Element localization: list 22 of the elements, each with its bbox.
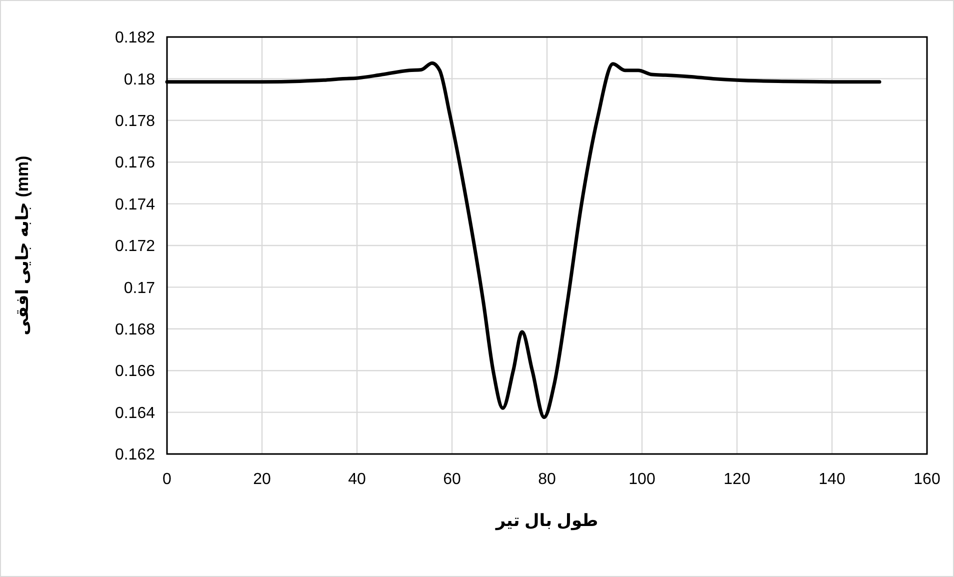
x-tick-label: 40 bbox=[348, 471, 366, 488]
y-tick-label: 0.176 bbox=[114, 154, 156, 172]
x-tick-label: 160 bbox=[914, 471, 940, 488]
y-tick-label: 0.164 bbox=[114, 404, 156, 422]
x-tick-label: 80 bbox=[538, 471, 556, 488]
x-axis-title: طول بال تیر bbox=[494, 511, 598, 531]
y-tick-label: 0.166 bbox=[114, 363, 156, 380]
x-tick-label: 100 bbox=[628, 471, 656, 488]
y-tick-label: 0.178 bbox=[114, 113, 156, 130]
y-tick-label: 0.168 bbox=[114, 322, 156, 338]
y-tick-label: 0.162 bbox=[114, 446, 156, 464]
x-tick-label: 20 bbox=[253, 471, 271, 488]
x-tick-label: 140 bbox=[818, 471, 846, 488]
y-axis-title: جابه جایی افقی (mm) bbox=[13, 156, 32, 336]
y-tick-label: 0.182 bbox=[114, 30, 156, 47]
y-tick-label: 0.174 bbox=[114, 196, 156, 214]
y-tick-label: 0.17 bbox=[124, 280, 156, 297]
y-tick-label: 0.18 bbox=[124, 71, 156, 88]
y-tick-label: 0.172 bbox=[114, 238, 156, 256]
x-tick-label: 60 bbox=[443, 471, 461, 488]
x-tick-label: 120 bbox=[724, 471, 750, 488]
x-tick-label: 0 bbox=[162, 471, 172, 488]
